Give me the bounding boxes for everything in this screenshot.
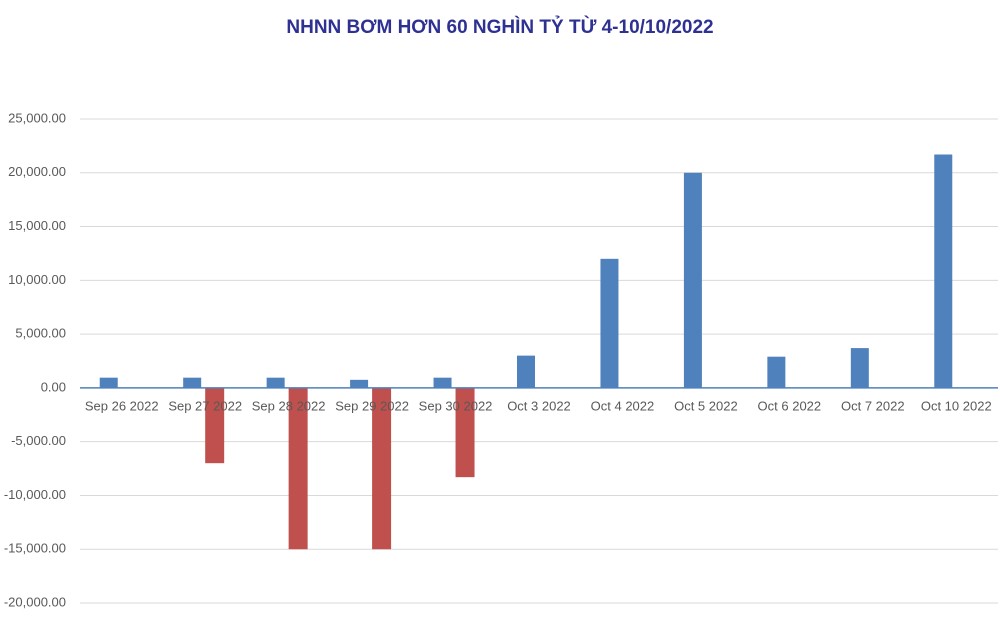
bar	[600, 258, 619, 388]
bar	[433, 377, 452, 388]
bar	[455, 387, 475, 478]
bar	[767, 356, 786, 388]
bar	[99, 377, 118, 388]
y-tick-label: 5,000.00	[15, 326, 66, 341]
x-tick-label: Sep 27 2022	[168, 398, 242, 413]
y-tick-label: 20,000.00	[8, 164, 66, 179]
y-tick-label: -20,000.00	[4, 594, 66, 609]
bar	[205, 387, 225, 464]
x-tick-label: Sep 28 2022	[252, 398, 326, 413]
y-tick-label: 25,000.00	[8, 110, 66, 125]
bar	[372, 387, 392, 550]
x-tick-label: Oct 3 2022	[507, 398, 571, 413]
y-tick-label: 0.00	[41, 379, 66, 394]
x-tick-label: Sep 30 2022	[419, 398, 493, 413]
x-tick-label: Sep 29 2022	[335, 398, 409, 413]
bar	[934, 154, 953, 388]
y-tick-label: -5,000.00	[11, 433, 66, 448]
y-tick-label: -10,000.00	[4, 487, 66, 502]
bar	[350, 379, 369, 388]
bar	[683, 172, 702, 388]
x-tick-label: Oct 6 2022	[758, 398, 822, 413]
y-tick-label: 10,000.00	[8, 272, 66, 287]
bar	[288, 387, 308, 550]
y-tick-label: -15,000.00	[4, 541, 66, 556]
x-tick-label: Sep 26 2022	[85, 398, 159, 413]
chart-title: NHNN BƠM HƠN 60 NGHÌN TỶ TỪ 4-10/10/2022	[286, 16, 713, 38]
bar	[850, 348, 869, 388]
x-tick-label: Oct 5 2022	[674, 398, 738, 413]
x-tick-label: Oct 10 2022	[921, 398, 992, 413]
y-tick-label: 15,000.00	[8, 218, 66, 233]
bar	[266, 377, 285, 388]
x-tick-label: Oct 4 2022	[591, 398, 655, 413]
bar	[517, 355, 535, 388]
bar	[183, 377, 202, 388]
x-tick-label: Oct 7 2022	[841, 398, 905, 413]
